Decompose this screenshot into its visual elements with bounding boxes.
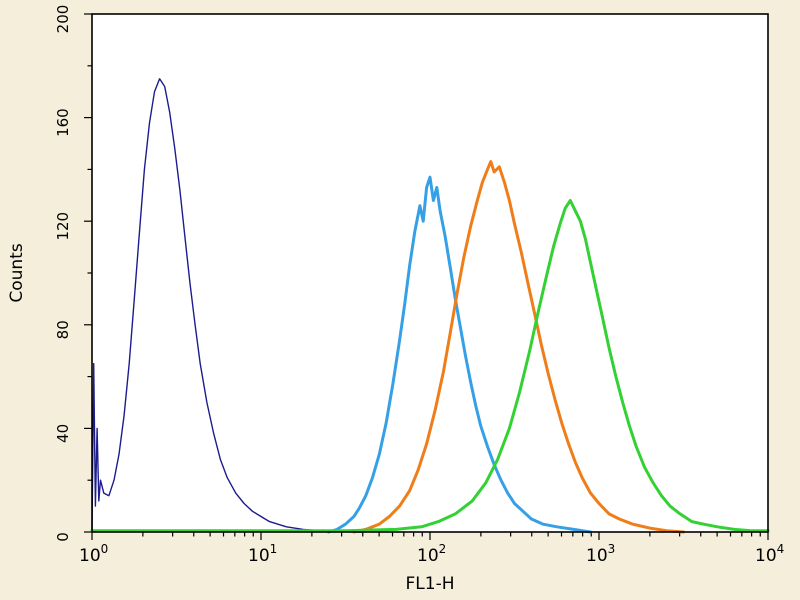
x-axis-title: FL1-H: [406, 574, 455, 594]
curve-navy-unstained-control: [91, 78, 364, 533]
y-axis-title: Counts: [7, 243, 27, 302]
y-tick-label: 0: [54, 532, 72, 542]
x-tick-label: 100: [79, 542, 108, 566]
x-tick-label: 103: [586, 542, 615, 566]
y-tick-label: 80: [54, 320, 72, 339]
y-tick-label: 200: [54, 5, 72, 34]
y-tick-label: 120: [54, 212, 72, 241]
curve-green-sample: [90, 199, 770, 533]
histogram-curves: [90, 78, 770, 534]
x-tick-label: 102: [417, 542, 446, 566]
plot-frame: [91, 13, 769, 533]
axis-tick-labels: 0 40 80 120 160 200 100 101 102 103 104: [54, 5, 784, 566]
curve-orange-sample: [352, 160, 685, 534]
y-tick-label: 160: [54, 108, 72, 137]
x-tick-label: 104: [755, 542, 784, 566]
y-tick-label: 40: [54, 424, 72, 443]
x-tick-label: 101: [248, 542, 277, 566]
curve-blue-sample: [327, 175, 592, 534]
plot-area: [92, 14, 768, 532]
